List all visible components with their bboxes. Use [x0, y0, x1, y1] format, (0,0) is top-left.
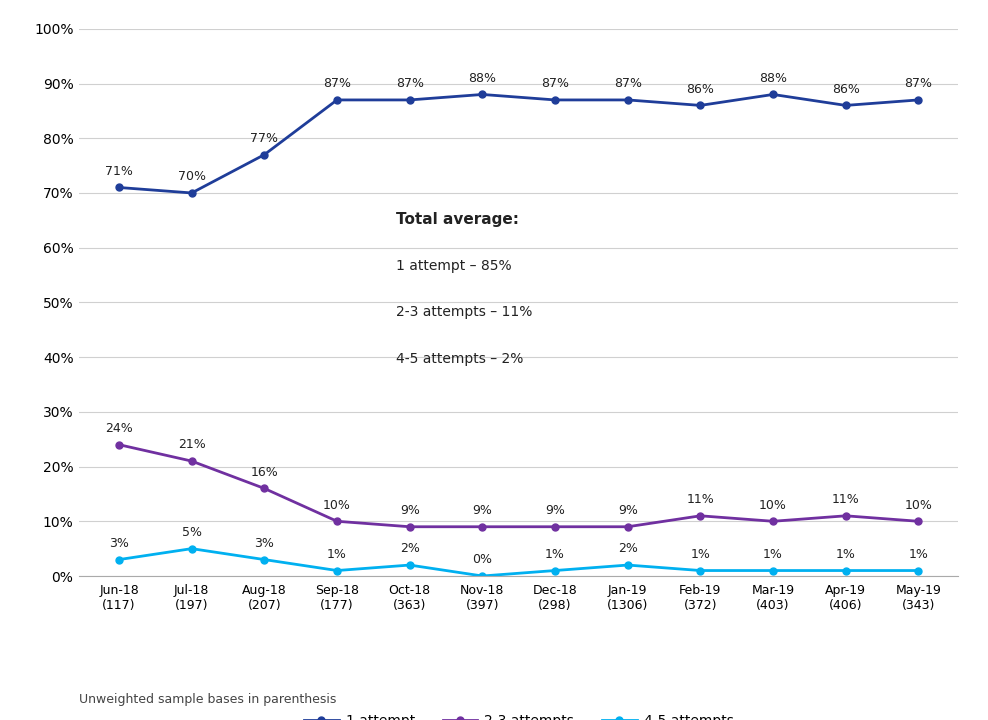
Text: 77%: 77%	[250, 132, 279, 145]
1 attempt	[186, 189, 198, 197]
1 attempt	[404, 96, 416, 104]
Text: 3%: 3%	[255, 537, 275, 550]
1 attempt	[621, 96, 633, 104]
Text: 87%: 87%	[323, 77, 351, 90]
Text: 2%: 2%	[618, 542, 637, 555]
1 attempt	[113, 183, 124, 192]
Text: 88%: 88%	[759, 72, 787, 85]
1 attempt	[549, 96, 561, 104]
2-3 attempts	[259, 484, 271, 492]
4-5 attempts	[695, 566, 706, 575]
1 attempt	[913, 96, 925, 104]
4-5 attempts	[840, 566, 852, 575]
Text: 87%: 87%	[614, 77, 642, 90]
Text: 9%: 9%	[400, 504, 420, 517]
Text: 16%: 16%	[251, 466, 279, 479]
1 attempt	[767, 90, 779, 99]
2-3 attempts	[476, 523, 488, 531]
4-5 attempts	[621, 561, 633, 570]
Text: 5%: 5%	[182, 526, 202, 539]
2-3 attempts	[695, 511, 706, 520]
2-3 attempts	[913, 517, 925, 526]
2-3 attempts	[767, 517, 779, 526]
2-3 attempts	[621, 523, 633, 531]
Text: 87%: 87%	[395, 77, 424, 90]
Text: 1%: 1%	[763, 548, 782, 561]
Text: 9%: 9%	[545, 504, 565, 517]
Text: 9%: 9%	[618, 504, 637, 517]
1 attempt	[476, 90, 488, 99]
Text: Unweighted sample bases in parenthesis: Unweighted sample bases in parenthesis	[79, 693, 337, 706]
4-5 attempts	[476, 572, 488, 580]
Text: 10%: 10%	[759, 498, 787, 511]
Text: 86%: 86%	[687, 83, 714, 96]
2-3 attempts	[840, 511, 852, 520]
Text: 0%: 0%	[472, 553, 492, 566]
Text: 10%: 10%	[323, 498, 351, 511]
Text: 1%: 1%	[327, 548, 347, 561]
Text: 24%: 24%	[105, 422, 132, 435]
4-5 attempts	[331, 566, 343, 575]
Text: 3%: 3%	[109, 537, 129, 550]
Text: 9%: 9%	[472, 504, 492, 517]
2-3 attempts	[331, 517, 343, 526]
2-3 attempts	[186, 456, 198, 465]
Text: 86%: 86%	[832, 83, 860, 96]
Text: 71%: 71%	[105, 165, 133, 178]
1 attempt	[331, 96, 343, 104]
Line: 1 attempt: 1 attempt	[116, 91, 922, 197]
2-3 attempts	[549, 523, 561, 531]
Text: 88%: 88%	[468, 72, 496, 85]
Text: 11%: 11%	[687, 493, 714, 506]
Text: 2-3 attempts – 11%: 2-3 attempts – 11%	[395, 305, 532, 319]
4-5 attempts	[186, 544, 198, 553]
Line: 4-5 attempts: 4-5 attempts	[116, 545, 922, 580]
Text: 1%: 1%	[691, 548, 710, 561]
4-5 attempts	[913, 566, 925, 575]
Text: 11%: 11%	[832, 493, 860, 506]
4-5 attempts	[549, 566, 561, 575]
1 attempt	[695, 101, 706, 109]
2-3 attempts	[404, 523, 416, 531]
1 attempt	[259, 150, 271, 159]
Legend: 1 attempt, 2-3 attempts, 4-5 attempts: 1 attempt, 2-3 attempts, 4-5 attempts	[298, 708, 739, 720]
Text: 21%: 21%	[178, 438, 206, 451]
4-5 attempts	[259, 555, 271, 564]
4-5 attempts	[767, 566, 779, 575]
Line: 2-3 attempts: 2-3 attempts	[116, 441, 922, 530]
Text: 1%: 1%	[545, 548, 565, 561]
Text: 4-5 attempts – 2%: 4-5 attempts – 2%	[395, 351, 523, 366]
4-5 attempts	[113, 555, 124, 564]
Text: 87%: 87%	[904, 77, 933, 90]
2-3 attempts	[113, 441, 124, 449]
Text: 1%: 1%	[908, 548, 929, 561]
Text: 2%: 2%	[400, 542, 420, 555]
Text: 70%: 70%	[178, 170, 206, 183]
4-5 attempts	[404, 561, 416, 570]
Text: 1 attempt – 85%: 1 attempt – 85%	[395, 258, 511, 273]
1 attempt	[840, 101, 852, 109]
Text: 10%: 10%	[904, 498, 933, 511]
Text: 1%: 1%	[836, 548, 856, 561]
Text: Total average:: Total average:	[395, 212, 519, 227]
Text: 87%: 87%	[541, 77, 569, 90]
